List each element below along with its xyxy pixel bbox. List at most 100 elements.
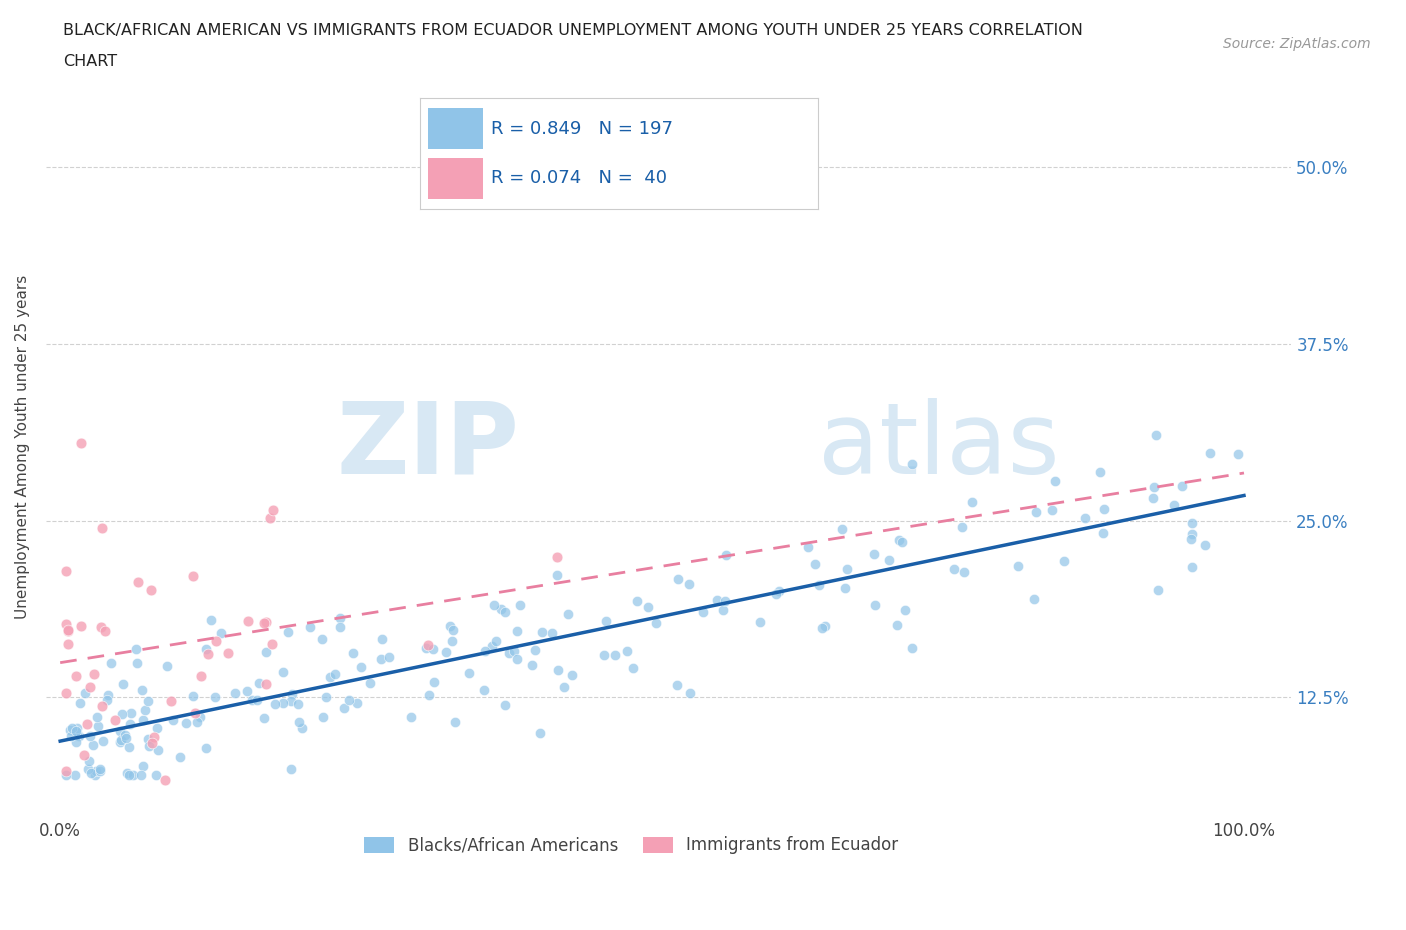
Point: [482, 598, 505, 613]
Point: [60, 721, 83, 736]
Point: [503, 644, 526, 658]
Point: [195, 642, 218, 657]
Point: [546, 567, 568, 582]
Point: [131, 683, 153, 698]
Point: [288, 714, 311, 729]
Point: [889, 533, 911, 548]
Point: [125, 642, 148, 657]
Point: [529, 725, 551, 740]
Legend: Blacks/African Americans, Immigrants from Ecuador: Blacks/African Americans, Immigrants fro…: [357, 830, 905, 861]
Text: ZIP: ZIP: [336, 398, 519, 495]
Point: [886, 618, 908, 632]
Point: [441, 623, 464, 638]
Point: [89, 762, 111, 777]
Point: [90, 698, 112, 713]
Point: [205, 633, 228, 648]
Point: [59, 722, 82, 737]
Point: [520, 658, 543, 672]
Point: [120, 716, 142, 731]
Point: [256, 614, 278, 629]
Point: [494, 604, 516, 619]
Point: [111, 706, 134, 721]
Point: [176, 716, 198, 731]
Point: [443, 714, 465, 729]
Point: [281, 687, 304, 702]
Point: [1180, 532, 1202, 547]
Point: [69, 696, 91, 711]
Point: [236, 683, 259, 698]
Point: [132, 712, 155, 727]
Point: [83, 667, 105, 682]
Point: [280, 694, 302, 709]
Point: [1088, 464, 1111, 479]
Point: [131, 759, 153, 774]
Point: [796, 539, 818, 554]
Point: [70, 435, 93, 450]
Point: [120, 706, 142, 721]
Point: [377, 650, 399, 665]
Point: [259, 511, 281, 525]
Point: [67, 729, 90, 744]
Point: [287, 697, 309, 711]
Point: [183, 706, 205, 721]
Point: [1040, 502, 1063, 517]
Point: [831, 521, 853, 536]
Point: [485, 633, 508, 648]
Point: [811, 620, 834, 635]
Point: [489, 602, 512, 617]
Point: [115, 731, 138, 746]
Point: [55, 767, 77, 782]
Point: [277, 625, 299, 640]
Point: [246, 692, 269, 707]
Point: [254, 677, 277, 692]
Point: [156, 658, 179, 673]
Point: [122, 767, 145, 782]
Point: [112, 677, 135, 692]
Point: [509, 597, 531, 612]
Point: [1226, 446, 1249, 461]
Point: [458, 666, 481, 681]
Point: [807, 578, 830, 592]
Point: [56, 624, 79, 639]
Point: [1091, 526, 1114, 541]
Point: [315, 690, 337, 705]
Point: [637, 600, 659, 615]
Point: [714, 593, 737, 608]
Point: [108, 734, 131, 749]
Point: [370, 631, 392, 646]
Point: [169, 750, 191, 764]
Point: [127, 656, 149, 671]
Point: [1171, 479, 1194, 494]
Point: [291, 721, 314, 736]
Point: [524, 643, 547, 658]
Point: [139, 583, 162, 598]
Point: [359, 675, 381, 690]
Point: [143, 730, 166, 745]
Point: [79, 728, 101, 743]
Point: [595, 613, 617, 628]
Point: [271, 664, 294, 679]
Point: [877, 553, 900, 568]
Point: [1194, 538, 1216, 552]
Point: [835, 562, 858, 577]
Point: [104, 712, 127, 727]
Point: [153, 773, 176, 788]
Point: [561, 668, 583, 683]
Point: [621, 660, 644, 675]
Point: [768, 584, 790, 599]
Point: [55, 617, 77, 631]
Point: [342, 645, 364, 660]
Point: [1043, 473, 1066, 488]
Point: [765, 587, 787, 602]
Point: [692, 604, 714, 619]
Point: [108, 724, 131, 738]
Point: [63, 767, 86, 782]
Point: [1144, 428, 1167, 443]
Point: [91, 734, 114, 749]
Point: [181, 689, 204, 704]
Point: [134, 703, 156, 718]
Point: [271, 696, 294, 711]
Point: [1143, 480, 1166, 495]
Point: [531, 625, 554, 640]
Point: [136, 732, 159, 747]
